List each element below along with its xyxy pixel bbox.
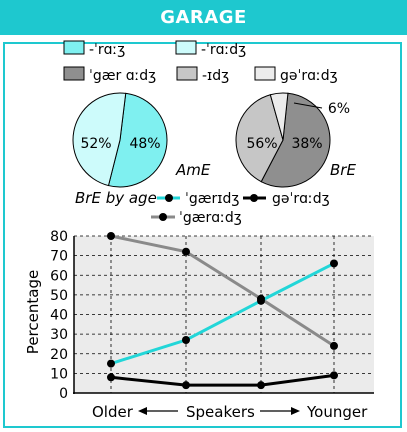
y-tick-label: 80 [50, 229, 68, 245]
legend-label-ame-2: -ˈrɑːdʒ [201, 42, 246, 58]
pie-chart-ame: 52% 48% [72, 92, 168, 188]
pie-slice-label: 38% [291, 136, 322, 152]
pie-slice [269, 92, 289, 141]
arrow-left-icon [138, 407, 178, 415]
series-point [182, 247, 190, 256]
series-point [182, 336, 190, 345]
line-series [107, 232, 338, 390]
y-tick-labels: 0 10 20 30 40 50 60 70 80 [50, 229, 68, 402]
pie-caption-ame: AmE [175, 161, 211, 179]
legend-swatch-bre-2 [176, 66, 198, 81]
legend-label-bre-3: gəˈrɑːdʒ [280, 68, 338, 84]
legend-swatch-ame-1 [63, 40, 85, 55]
figure-frame [3, 42, 402, 428]
y-tick-label: 70 [50, 249, 68, 265]
x-label-younger: Younger [306, 403, 368, 421]
legend-swatch-bre-3 [254, 66, 276, 81]
plot-grid [74, 235, 374, 393]
series-line [110, 234, 335, 348]
y-tick-label: 10 [50, 366, 68, 382]
pie-caption-bre: BrE [330, 161, 356, 179]
line-chart-title: BrE by age [75, 189, 157, 207]
legend-label-series-1: ˈgærɪdʒ [185, 191, 239, 207]
legend-marker-black [250, 194, 258, 202]
series-point [330, 341, 338, 350]
series-line [110, 373, 335, 387]
legend-label-bre-2: -ɪdʒ [202, 68, 229, 84]
pie-slice [260, 92, 331, 188]
series-point [257, 381, 265, 390]
series-point [107, 373, 115, 382]
legend-label-series-2: ˈgærɑːdʒ [179, 210, 242, 226]
pie-slice-label: 56% [246, 136, 277, 152]
legend-marker-grey [159, 213, 167, 221]
series-point [330, 371, 338, 380]
legend-swatch-bre-1 [63, 66, 85, 81]
pie-slice-label: 48% [129, 136, 160, 152]
pie-slice [72, 92, 127, 187]
pie-legend: -ˈrɑːʒ -ˈrɑːdʒ ˈgær ɑːdʒ -ɪdʒ gəˈrɑːdʒ [63, 40, 338, 84]
x-label-older: Older [92, 403, 134, 421]
line-legend: BrE by age ˈgærɪdʒ gəˈrɑːdʒ ˈgærɑːdʒ [75, 189, 330, 226]
legend-label-bre-1: ˈgær ɑːdʒ [89, 68, 156, 84]
pie-slice-label: 52% [80, 136, 111, 152]
legend-marker-cyan [165, 194, 173, 202]
y-tick-label: 50 [50, 288, 68, 304]
y-tick-label: 30 [50, 327, 68, 343]
y-tick-label: 20 [50, 347, 68, 363]
series-line [110, 262, 335, 365]
pie-slice [235, 94, 284, 183]
series-point [107, 359, 115, 368]
y-axis-label: Percentage [24, 270, 42, 354]
x-label-speakers: Speakers [186, 403, 255, 421]
legend-swatch-ame-2 [175, 40, 197, 55]
series-point [182, 381, 190, 390]
series-point [257, 296, 265, 305]
y-tick-label: 0 [59, 386, 68, 402]
series-point [330, 259, 338, 268]
pie-leader-line [293, 102, 323, 109]
legend-label-series-3: gəˈrɑːdʒ [272, 191, 330, 207]
legend-label-ame-1: -ˈrɑːʒ [89, 42, 125, 58]
series-point [107, 232, 115, 240]
pie-chart-bre: 56% 38% 6% [235, 92, 350, 188]
y-tick-label: 60 [50, 268, 68, 284]
y-tick-label: 40 [50, 308, 68, 324]
page-title: GARAGE [0, 0, 407, 35]
arrow-right-icon [260, 407, 300, 415]
pie-slice-label: 6% [328, 101, 350, 117]
